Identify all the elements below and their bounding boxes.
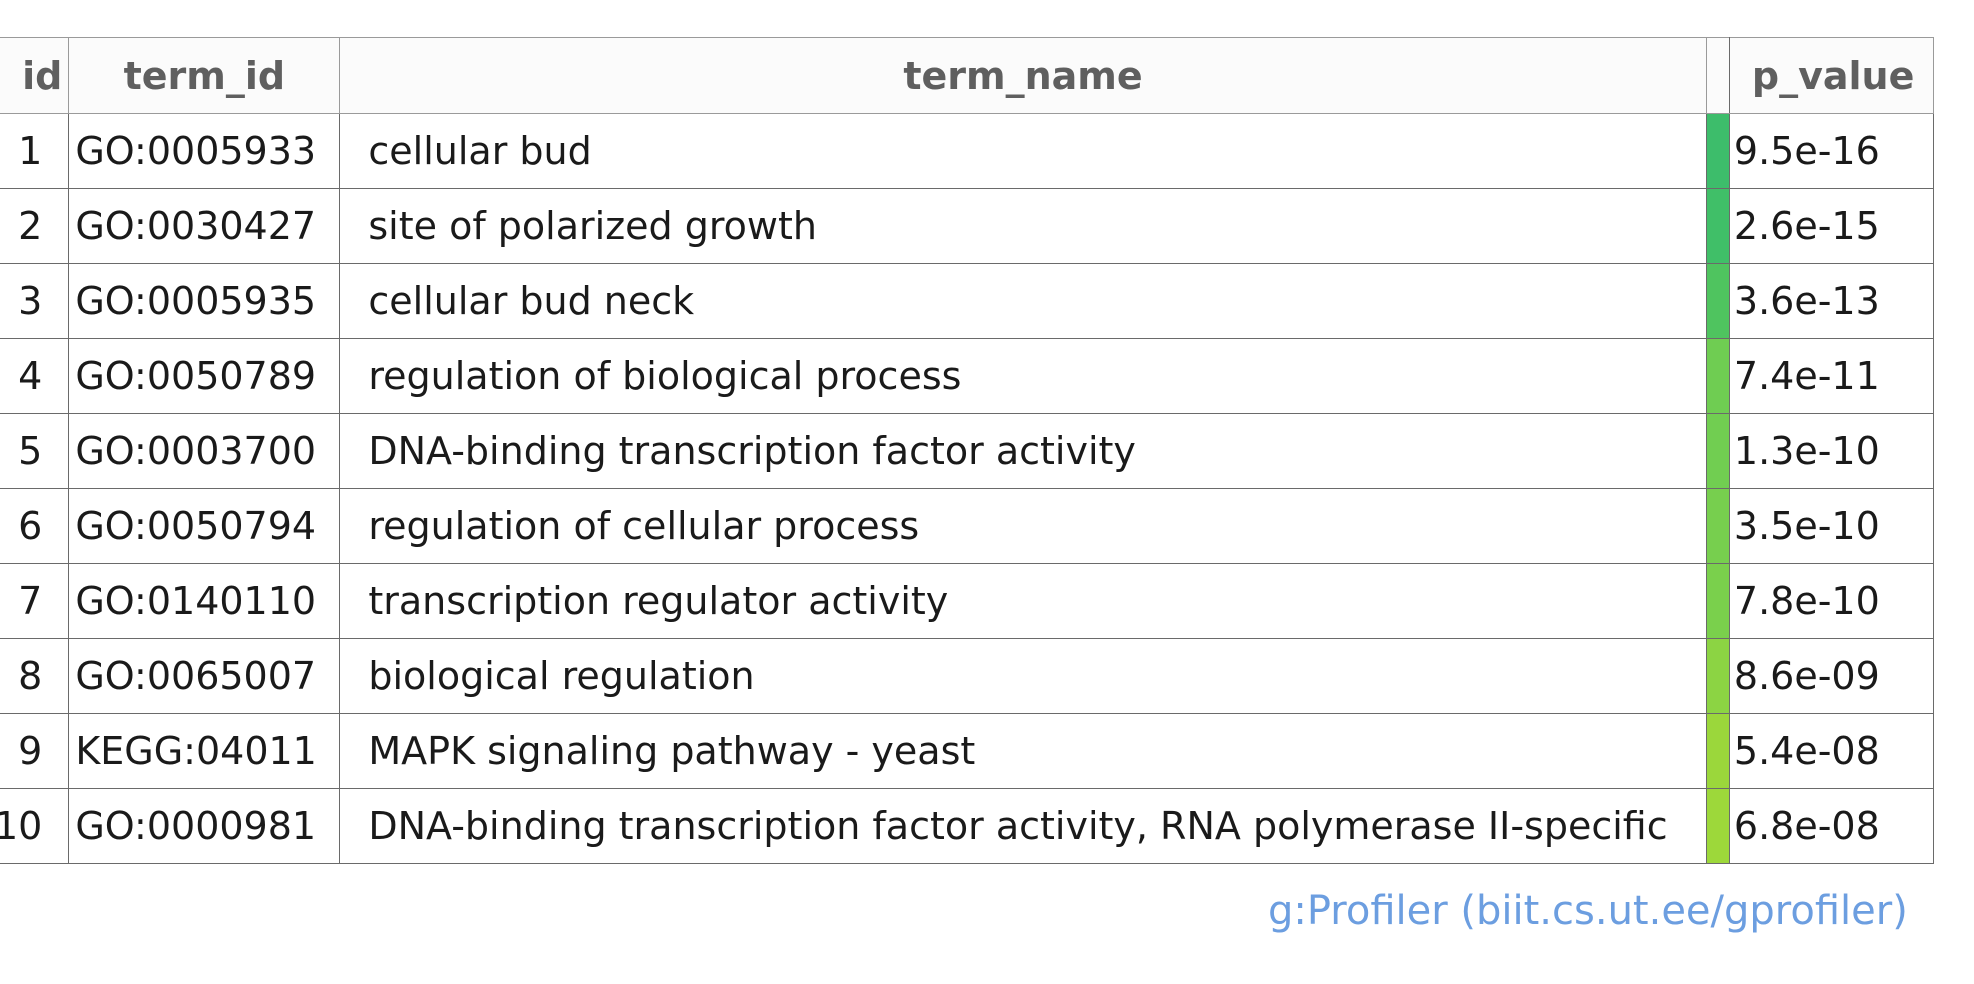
cell-term-name: cellular bud <box>339 113 1707 189</box>
table-row: 7 GO:0140110 transcription regulator act… <box>0 563 1935 639</box>
cell-term-name: transcription regulator activity <box>339 563 1707 639</box>
gprofiler-credit: g:Profiler (biit.cs.ut.ee/gprofiler) <box>1268 888 1908 934</box>
table-row: 8 GO:0065007 biological regulation 8.6e-… <box>0 638 1935 714</box>
cell-term-id: GO:0005935 <box>68 263 341 339</box>
cell-id: 2 <box>0 188 70 264</box>
header-term-name: term_name <box>339 37 1707 114</box>
cell-id: 8 <box>0 638 70 714</box>
cell-id: 1 <box>0 113 70 189</box>
cell-term-id: GO:0030427 <box>68 188 341 264</box>
significance-color-swatch <box>1705 788 1730 864</box>
significance-color-swatch <box>1705 188 1730 264</box>
header-id: id <box>0 37 70 114</box>
table-row: 2 GO:0030427 site of polarized growth 2.… <box>0 188 1935 264</box>
cell-term-id: GO:0005933 <box>68 113 341 189</box>
cell-p-value: 5.4e-08 <box>1728 713 1935 789</box>
cell-id: 5 <box>0 413 70 489</box>
significance-color-swatch <box>1705 263 1730 339</box>
cell-term-id: GO:0065007 <box>68 638 341 714</box>
cell-id: 4 <box>0 338 70 414</box>
header-color-swatch <box>1705 37 1730 114</box>
table-body: 1 GO:0005933 cellular bud 9.5e-16 2 GO:0… <box>0 113 1935 864</box>
significance-color-swatch <box>1705 563 1730 639</box>
cell-term-name: biological regulation <box>339 638 1707 714</box>
cell-term-id: GO:0050789 <box>68 338 341 414</box>
table-row: 1 GO:0005933 cellular bud 9.5e-16 <box>0 113 1935 189</box>
significance-color-swatch <box>1705 638 1730 714</box>
cell-term-name: DNA-binding transcription factor activit… <box>339 413 1707 489</box>
header-row: id term_id term_name p_value <box>0 37 1935 114</box>
cell-p-value: 3.5e-10 <box>1728 488 1935 564</box>
cell-id: 3 <box>0 263 70 339</box>
cell-term-name: MAPK signaling pathway - yeast <box>339 713 1707 789</box>
header-p-value: p_value <box>1728 37 1935 114</box>
significance-color-swatch <box>1705 713 1730 789</box>
cell-p-value: 2.6e-15 <box>1728 188 1935 264</box>
table-row: 3 GO:0005935 cellular bud neck 3.6e-13 <box>0 263 1935 339</box>
cell-p-value: 3.6e-13 <box>1728 263 1935 339</box>
cell-p-value: 6.8e-08 <box>1728 788 1935 864</box>
table-header: id term_id term_name p_value <box>0 37 1935 114</box>
significance-color-swatch <box>1705 413 1730 489</box>
table-row: 6 GO:0050794 regulation of cellular proc… <box>0 488 1935 564</box>
cell-id: 9 <box>0 713 70 789</box>
cell-term-id: GO:0050794 <box>68 488 341 564</box>
cell-term-id: GO:0140110 <box>68 563 341 639</box>
results-table: id term_id term_name p_value 1 GO:000593… <box>0 37 1935 864</box>
significance-color-swatch <box>1705 113 1730 189</box>
cell-id: 10 <box>0 788 70 864</box>
cell-p-value: 7.8e-10 <box>1728 563 1935 639</box>
cell-term-name: site of polarized growth <box>339 188 1707 264</box>
cell-term-id: KEGG:04011 <box>68 713 341 789</box>
cell-p-value: 7.4e-11 <box>1728 338 1935 414</box>
cell-term-id: GO:0003700 <box>68 413 341 489</box>
cell-term-name: cellular bud neck <box>339 263 1707 339</box>
cell-id: 6 <box>0 488 70 564</box>
cell-term-id: GO:0000981 <box>68 788 341 864</box>
table-row: 9 KEGG:04011 MAPK signaling pathway - ye… <box>0 713 1935 789</box>
cell-term-name: DNA-binding transcription factor activit… <box>339 788 1707 864</box>
cell-id: 7 <box>0 563 70 639</box>
table-row: 4 GO:0050789 regulation of biological pr… <box>0 338 1935 414</box>
cell-p-value: 1.3e-10 <box>1728 413 1935 489</box>
significance-color-swatch <box>1705 338 1730 414</box>
table-row: 10 GO:0000981 DNA-binding transcription … <box>0 788 1935 864</box>
cell-p-value: 8.6e-09 <box>1728 638 1935 714</box>
table-row: 5 GO:0003700 DNA-binding transcription f… <box>0 413 1935 489</box>
cell-p-value: 9.5e-16 <box>1728 113 1935 189</box>
header-term-id: term_id <box>68 37 341 114</box>
cell-term-name: regulation of biological process <box>339 338 1707 414</box>
significance-color-swatch <box>1705 488 1730 564</box>
cell-term-name: regulation of cellular process <box>339 488 1707 564</box>
